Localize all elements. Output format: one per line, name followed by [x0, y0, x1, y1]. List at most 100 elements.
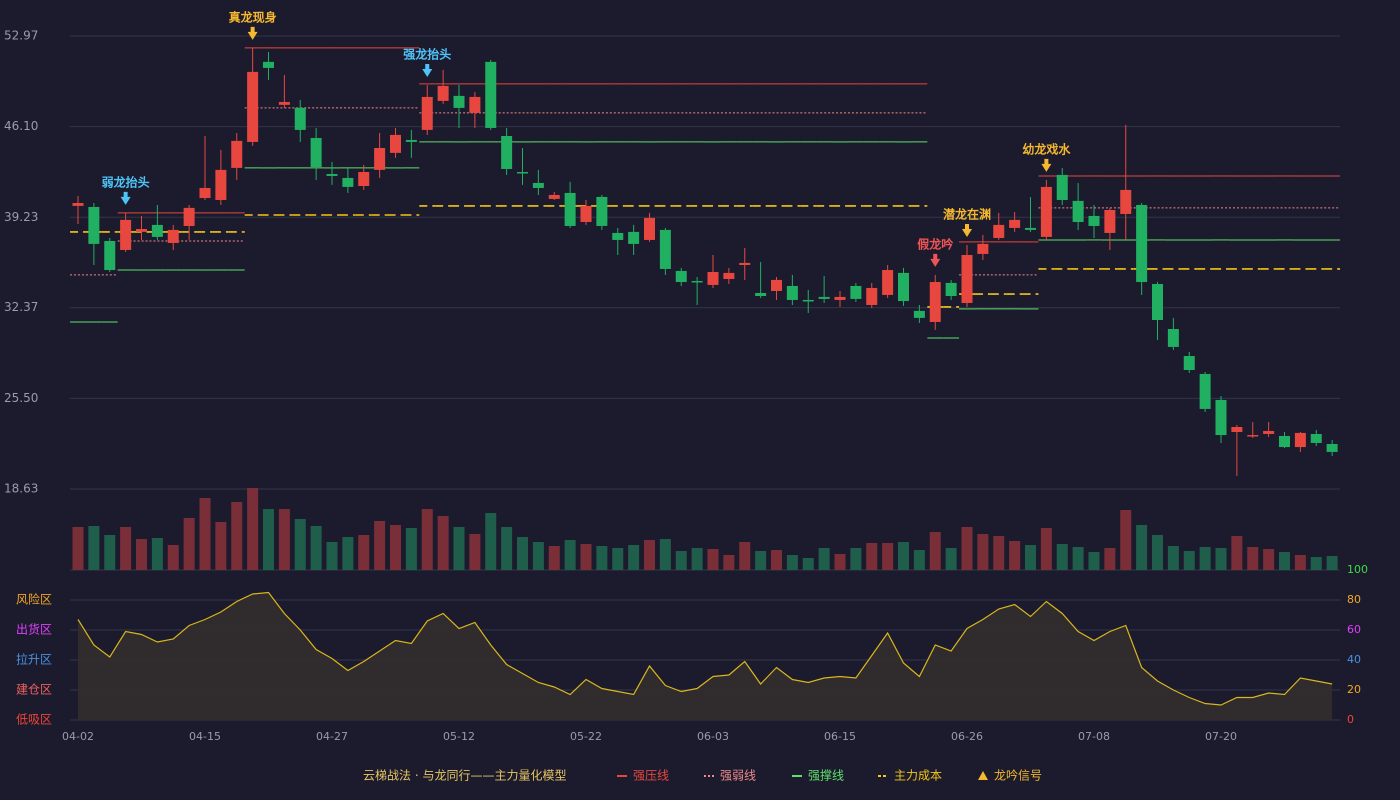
y2-tick-label: 60: [1347, 623, 1361, 636]
volume-bar: [786, 555, 798, 570]
candle-body: [1199, 373, 1211, 409]
candle-body: [88, 206, 100, 244]
candle-body: [136, 228, 147, 232]
zone-label: 低吸区: [16, 713, 52, 727]
candle-body: [167, 229, 179, 243]
x-tick-label: 05-22: [570, 730, 602, 743]
volume-bar: [564, 540, 576, 570]
volume-bar: [659, 539, 671, 570]
volume-bar: [1152, 535, 1163, 570]
candle-body: [723, 272, 735, 279]
volume-bar: [469, 534, 481, 570]
signal-label: 假龙吟: [917, 236, 953, 251]
x-tick-label: 04-02: [62, 730, 94, 743]
candle-body: [231, 140, 243, 168]
candle-body: [278, 101, 290, 105]
candle-body: [1183, 356, 1195, 371]
candle-body: [532, 182, 544, 188]
volume-bar: [1215, 548, 1227, 570]
x-tick-label: 06-15: [824, 730, 856, 743]
x-tick-label: 04-27: [316, 730, 348, 743]
zone-label: 拉升区: [16, 652, 52, 667]
volume-bar: [1247, 547, 1259, 570]
volume-bar: [374, 521, 386, 570]
candle-body: [72, 203, 84, 206]
volume-bar: [945, 548, 957, 570]
candle-body: [1215, 399, 1227, 436]
zone-label: 出货区: [16, 622, 52, 637]
volume-bar: [88, 526, 100, 570]
candle-body: [1263, 430, 1275, 434]
chart-title: 云梯战法 · 与龙同行——主力量化模型: [363, 769, 566, 783]
candle-body: [913, 310, 925, 318]
y2-tick-label: 100: [1347, 563, 1368, 576]
signal-arrow: [1041, 158, 1052, 172]
volume-bar: [532, 542, 544, 570]
volume-bar: [421, 509, 433, 570]
candle-body: [898, 272, 909, 302]
volume-bar: [691, 548, 703, 570]
volume-bar: [802, 558, 814, 570]
candle-body: [469, 96, 481, 113]
y2-tick-label: 80: [1347, 593, 1361, 606]
candle-body: [1167, 328, 1179, 347]
volume-bar: [644, 540, 655, 570]
volume-bar: [850, 548, 862, 570]
volume-bar: [628, 545, 640, 570]
volume-bar: [437, 516, 449, 570]
volume-bar: [866, 543, 878, 570]
candle-body: [1040, 186, 1052, 237]
candle-body: [1104, 209, 1116, 233]
candle-body: [628, 231, 640, 244]
volume-bar: [707, 549, 719, 570]
candle-body: [501, 135, 513, 169]
x-tick-label: 06-03: [697, 730, 729, 743]
signal-arrow: [120, 191, 131, 205]
candle-body: [263, 61, 274, 68]
x-tick-label: 04-15: [189, 730, 221, 743]
volume-bar: [1025, 545, 1036, 570]
volume-bar: [612, 548, 624, 570]
y2-tick-label: 0: [1347, 713, 1354, 726]
signal-label: 强龙抬头: [403, 46, 451, 61]
volume-bar: [977, 534, 989, 570]
candle-body: [326, 173, 338, 176]
candle-body: [755, 292, 767, 297]
signal-label: 真龙现身: [229, 9, 277, 24]
signal-arrow: [962, 223, 972, 237]
legend-label: 强弱线: [720, 769, 756, 783]
candle-body: [1326, 444, 1338, 452]
volume-bar: [1310, 557, 1322, 570]
volume-bar: [358, 535, 370, 570]
volume-bar: [501, 527, 513, 570]
candle-body: [247, 71, 259, 142]
candle-body: [929, 282, 941, 322]
candle-body: [707, 271, 719, 285]
x-tick-label: 07-20: [1205, 730, 1237, 743]
volume-bar: [675, 551, 687, 570]
zone-label: 建仓区: [16, 683, 52, 697]
volume-bar: [1072, 547, 1084, 570]
legend-label: 强撑线: [808, 768, 844, 783]
y-tick-label: 52.97: [4, 29, 38, 43]
volume-bar: [136, 539, 147, 570]
volume-bar: [834, 554, 846, 570]
volume-bar: [310, 526, 322, 570]
candle-body: [517, 172, 528, 174]
candle-body: [1009, 219, 1021, 228]
zone-label: 风险区: [16, 592, 52, 607]
y-tick-label: 25.50: [4, 391, 38, 405]
candle-body: [405, 139, 417, 142]
y-tick-label: 18.63: [4, 482, 38, 496]
candle-body: [644, 217, 655, 240]
volume-bar: [199, 498, 211, 570]
volume-bar: [755, 551, 767, 570]
candle-body: [485, 61, 497, 128]
candle-body: [199, 187, 211, 198]
volume-bar: [231, 502, 243, 570]
candle-body: [1247, 435, 1259, 437]
candle-body: [866, 287, 878, 305]
candle-body: [596, 196, 608, 226]
